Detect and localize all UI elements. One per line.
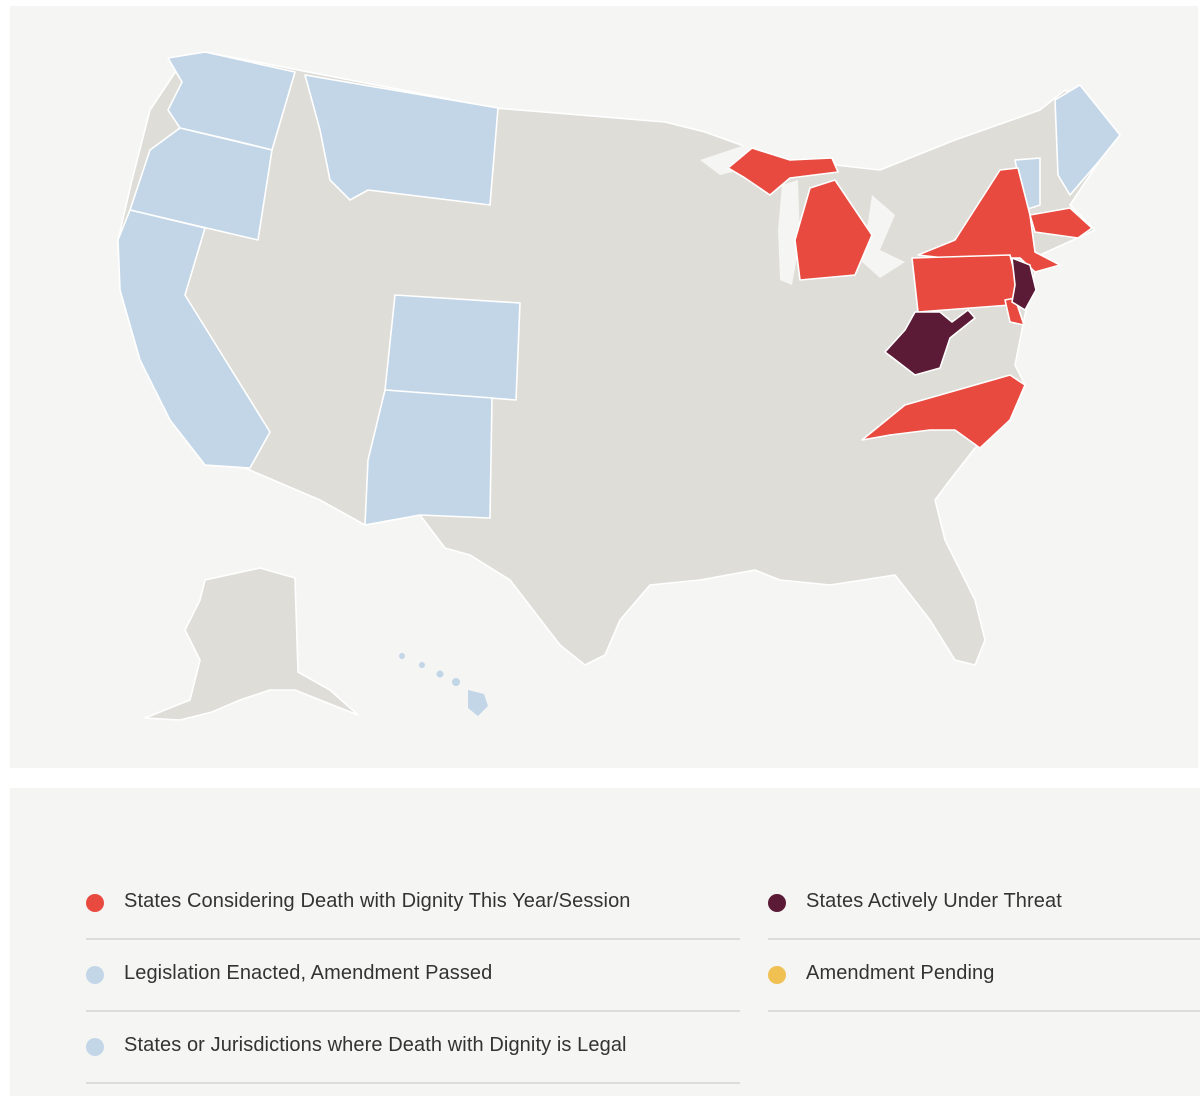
legend-item-enacted: Legislation Enacted, Amendment Passed xyxy=(86,938,740,1012)
red-dot-icon xyxy=(86,894,104,912)
maroon-dot-icon xyxy=(768,894,786,912)
legend-item-legal: States or Jurisdictions where Death with… xyxy=(86,1010,740,1084)
legend-label: Amendment Pending xyxy=(806,962,995,984)
state-maine xyxy=(1054,84,1121,196)
light-blue-dot-icon xyxy=(86,966,104,984)
light-blue-dot-icon xyxy=(86,1038,104,1056)
state-new-mexico xyxy=(364,389,493,526)
legend-item-pending: Amendment Pending xyxy=(768,938,1200,1012)
state-hawaii-island-1 xyxy=(399,653,405,659)
state-hawaii-island-3 xyxy=(436,670,444,678)
legend-item-under-threat: States Actively Under Threat xyxy=(768,866,1200,940)
state-pennsylvania xyxy=(911,254,1021,313)
state-colorado xyxy=(384,294,521,401)
us-map xyxy=(117,51,1121,721)
state-massachusetts xyxy=(1029,207,1093,239)
state-new-jersey xyxy=(1011,257,1037,311)
lake-michigan xyxy=(778,180,800,285)
yellow-dot-icon xyxy=(768,966,786,984)
state-michigan-upper xyxy=(727,147,839,196)
state-montana xyxy=(304,74,499,206)
state-north-carolina xyxy=(861,374,1026,449)
legend-panel: States Considering Death with Dignity Th… xyxy=(10,788,1200,1096)
legend-label: States Actively Under Threat xyxy=(806,890,1062,912)
legend-label: States Considering Death with Dignity Th… xyxy=(124,890,631,912)
state-hawaii-island-4 xyxy=(452,678,460,686)
lake-huron-erie xyxy=(862,195,905,278)
legend-label: Legislation Enacted, Amendment Passed xyxy=(124,962,493,984)
map-panel xyxy=(10,6,1198,768)
state-hawaii-big-island xyxy=(468,690,488,716)
legend-item-considering: States Considering Death with Dignity Th… xyxy=(86,866,740,940)
state-michigan-lower xyxy=(794,179,873,281)
legend-label: States or Jurisdictions where Death with… xyxy=(124,1034,627,1056)
state-delaware xyxy=(1004,297,1025,326)
state-hawaii-island-2 xyxy=(419,662,425,668)
state-west-virginia xyxy=(884,309,976,376)
state-california xyxy=(117,209,271,469)
state-alaska xyxy=(144,567,359,721)
